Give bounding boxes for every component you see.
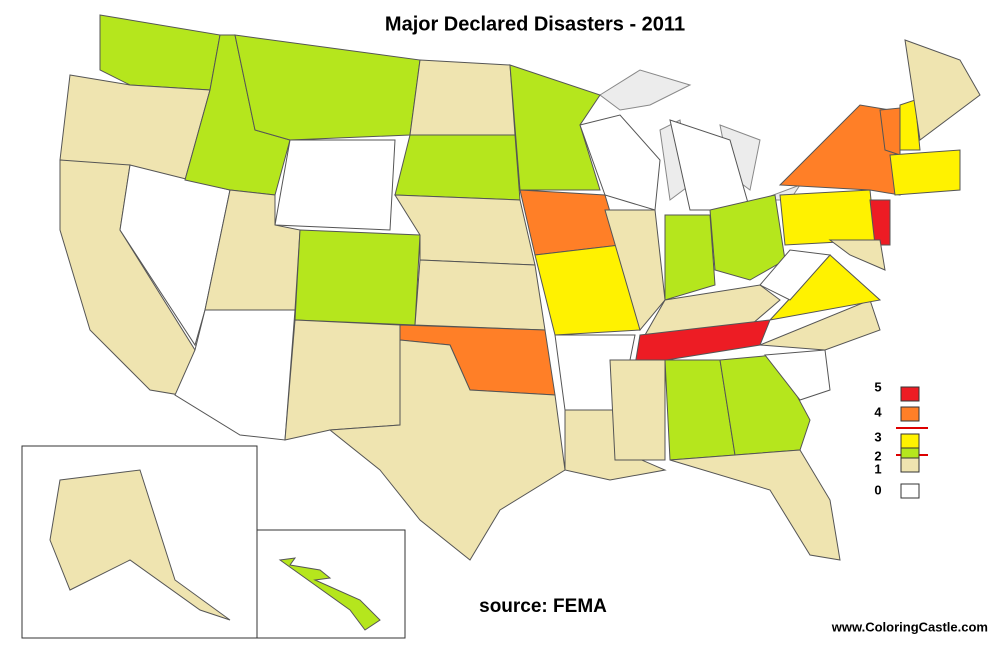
state: [174, 309, 296, 441]
state: [49, 469, 231, 621]
legend-label: 3: [874, 429, 881, 444]
hawaii-inset-frame: [256, 529, 406, 639]
state: [709, 194, 786, 281]
source-note: source: FEMA: [479, 596, 607, 617]
state: [234, 34, 421, 141]
state: [519, 189, 621, 256]
state: [759, 299, 881, 351]
state: [669, 449, 841, 561]
state: [284, 319, 401, 441]
state: [764, 349, 831, 401]
state: [828, 239, 886, 271]
legend-label: 1: [874, 461, 881, 476]
state: [759, 249, 832, 301]
state: [899, 99, 921, 151]
state: [274, 139, 396, 231]
state: [664, 214, 716, 301]
state: [278, 557, 381, 631]
state: [294, 229, 421, 326]
state: [328, 339, 566, 561]
state: [869, 199, 891, 246]
legend-label: 4: [874, 404, 882, 419]
state: [99, 14, 221, 91]
state: [779, 189, 876, 246]
state: [409, 59, 516, 136]
state: [579, 114, 661, 211]
state: [889, 149, 961, 196]
state: [414, 259, 546, 331]
website-credit: www.ColoringCastle.com: [831, 619, 988, 634]
legend-label: 5: [874, 379, 881, 394]
state: [904, 39, 981, 141]
legend-swatch: [900, 433, 920, 449]
legend-swatch: [900, 406, 920, 422]
legend-label: 0: [874, 482, 881, 497]
legend-swatch: [900, 457, 920, 473]
legend-swatch: [900, 386, 920, 402]
state: [509, 64, 601, 191]
state: [394, 134, 521, 201]
map-title: Major Declared Disasters - 2011: [385, 13, 685, 35]
state: [609, 359, 666, 461]
legend-swatch: [900, 483, 920, 499]
legend-label: 2: [874, 448, 881, 463]
